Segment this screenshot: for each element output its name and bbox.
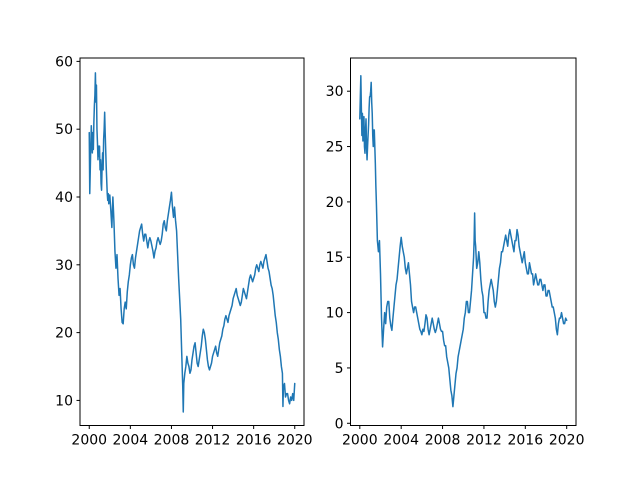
y-tick-label: 30 <box>326 84 344 100</box>
y-tick-label: 25 <box>326 140 344 156</box>
x-tick-label: 2008 <box>154 433 190 449</box>
x-tick-label: 2012 <box>195 433 231 449</box>
y-tick-label: 60 <box>55 54 73 70</box>
axes-frame <box>79 57 305 426</box>
y-tick-label: 40 <box>55 190 73 206</box>
x-tick-label: 2000 <box>342 433 378 449</box>
left-subplot: 2000 2004 2008 2012 2016 2020 10 20 30 40 50 60 <box>55 54 312 448</box>
right-price-series-line <box>359 74 568 408</box>
x-tick-label: 2012 <box>466 433 502 449</box>
y-tick-label: 50 <box>55 122 73 138</box>
x-tick-label: 2020 <box>549 433 585 449</box>
axes-frame <box>350 57 577 426</box>
y-tick-label: 20 <box>55 326 73 342</box>
y-tick-label: 30 <box>55 258 73 274</box>
x-tick-label: 2016 <box>507 433 543 449</box>
x-tick-label: 2020 <box>277 433 313 449</box>
y-tick-label: 0 <box>335 416 344 432</box>
x-tick-label: 2004 <box>383 433 419 449</box>
x-tick-label: 2008 <box>425 433 461 449</box>
y-tick-label: 20 <box>326 195 344 211</box>
left-price-series-line <box>88 72 296 413</box>
x-tick-label: 2016 <box>236 433 272 449</box>
x-tick-label: 2004 <box>113 433 149 449</box>
y-tick-label: 15 <box>326 250 344 266</box>
y-tick-label: 5 <box>335 361 344 377</box>
x-tick-label: 2000 <box>71 433 107 449</box>
y-tick-label: 10 <box>55 393 73 409</box>
y-tick-label: 10 <box>326 306 344 322</box>
right-subplot: 2000 2004 2008 2012 2016 2020 0 5 10 15 20 25 30 <box>326 57 585 449</box>
